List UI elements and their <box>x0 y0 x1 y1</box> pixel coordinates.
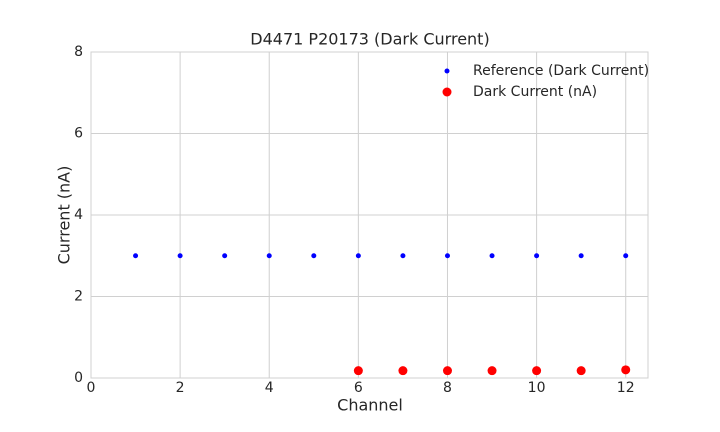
x-axis-label: Channel <box>337 396 403 415</box>
point <box>444 253 450 259</box>
x-tick-label: 2 <box>176 380 185 396</box>
y-tick-label: 2 <box>74 289 83 305</box>
chart-title: D4471 P20173 (Dark Current) <box>250 30 489 49</box>
point <box>353 366 363 376</box>
point <box>621 365 631 375</box>
point <box>487 366 497 376</box>
point <box>534 253 540 259</box>
y-axis-label: Current (nA) <box>55 166 74 265</box>
point <box>222 253 228 259</box>
plot-frame <box>90 51 649 379</box>
legend-marker <box>444 68 450 74</box>
point <box>623 253 629 259</box>
legend-label: Dark Current (nA) <box>473 84 597 100</box>
point <box>489 253 495 259</box>
point <box>266 253 272 259</box>
point <box>311 253 317 259</box>
point <box>177 253 183 259</box>
point <box>578 253 584 259</box>
y-tick-label: 8 <box>74 44 83 60</box>
point <box>133 253 139 259</box>
legend-label: Reference (Dark Current) <box>473 63 649 79</box>
x-tick-label: 8 <box>443 380 452 396</box>
point <box>400 253 406 259</box>
y-tick-label: 0 <box>74 370 83 386</box>
point <box>398 366 408 376</box>
point <box>355 253 361 259</box>
legend-marker <box>442 87 452 97</box>
x-tick-label: 6 <box>354 380 363 396</box>
point <box>576 366 586 376</box>
x-tick-label: 0 <box>87 380 96 396</box>
x-tick-label: 12 <box>617 380 635 396</box>
y-tick-label: 6 <box>74 126 83 142</box>
y-tick-label: 4 <box>74 207 83 223</box>
point <box>442 366 452 376</box>
x-tick-label: 10 <box>528 380 546 396</box>
x-tick-label: 4 <box>265 380 274 396</box>
point <box>532 366 542 376</box>
